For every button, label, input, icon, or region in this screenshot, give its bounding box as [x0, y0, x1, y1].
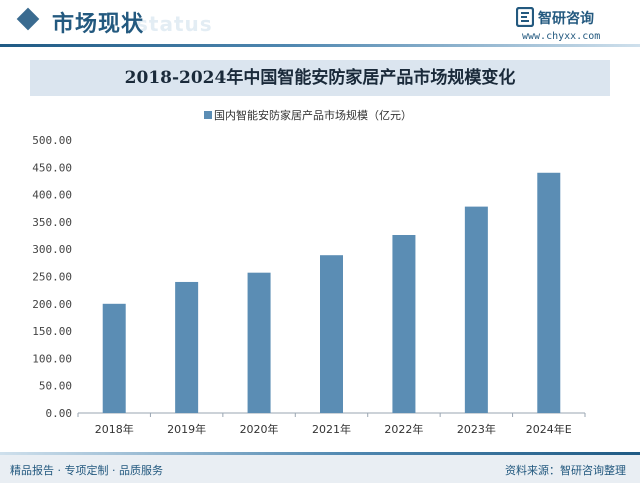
- legend-label: 国内智能安防家居产品市场规模（亿元）: [214, 109, 412, 122]
- brand-logo: 智研咨询 www.chyxx.com: [516, 7, 626, 45]
- bar: [102, 303, 126, 413]
- x-tick-label: 2022年: [384, 422, 423, 436]
- bar: [175, 281, 199, 413]
- bar: [247, 272, 271, 413]
- chart-title: 2018-2024年中国智能安防家居产品市场规模变化: [124, 68, 516, 88]
- bar: [392, 235, 416, 413]
- brand-logo-icon: [516, 7, 534, 27]
- y-tick-label: 300.00: [32, 243, 72, 256]
- page-footer: 精品报告 · 专项定制 · 品质服务 资料来源：智研咨询整理: [0, 455, 640, 483]
- x-tick-label: 2023年: [457, 422, 496, 436]
- y-tick-label: 150.00: [32, 325, 72, 338]
- y-tick-label: 400.00: [32, 189, 72, 202]
- y-tick-label: 500.00: [32, 134, 72, 147]
- x-tick-label: 2021年: [312, 422, 351, 436]
- footer-source: 资料来源：智研咨询整理: [505, 464, 626, 477]
- bar: [320, 255, 343, 413]
- y-tick-label: 0.00: [46, 407, 73, 420]
- x-tick-label: 2020年: [240, 422, 279, 436]
- chart-title-band: 2018-2024年中国智能安防家居产品市场规模变化: [30, 60, 610, 96]
- x-tick-label: 2024年E: [526, 422, 572, 436]
- x-tick-label: 2018年: [95, 422, 134, 436]
- brand-url: www.chyxx.com: [522, 31, 601, 42]
- header-divider: [0, 44, 640, 47]
- bar: [464, 206, 488, 413]
- y-tick-label: 350.00: [32, 216, 72, 229]
- x-tick-label: 2019年: [167, 422, 206, 436]
- y-tick-label: 100.00: [32, 352, 72, 365]
- footer-divider: [0, 452, 640, 455]
- y-tick-label: 250.00: [32, 271, 72, 284]
- page-header: status 市场现状 智研咨询 www.chyxx.com: [0, 0, 640, 48]
- bar: [537, 172, 561, 413]
- section-title: 市场现状: [52, 12, 145, 37]
- y-tick-label: 200.00: [32, 298, 72, 311]
- footer-slogan: 精品报告 · 专项定制 · 品质服务: [10, 464, 163, 477]
- y-tick-label: 50.00: [39, 380, 72, 393]
- header-watermark-text: status: [136, 12, 213, 36]
- legend-swatch: [204, 111, 212, 119]
- y-tick-label: 450.00: [32, 161, 72, 174]
- brand-name: 智研咨询: [538, 11, 594, 27]
